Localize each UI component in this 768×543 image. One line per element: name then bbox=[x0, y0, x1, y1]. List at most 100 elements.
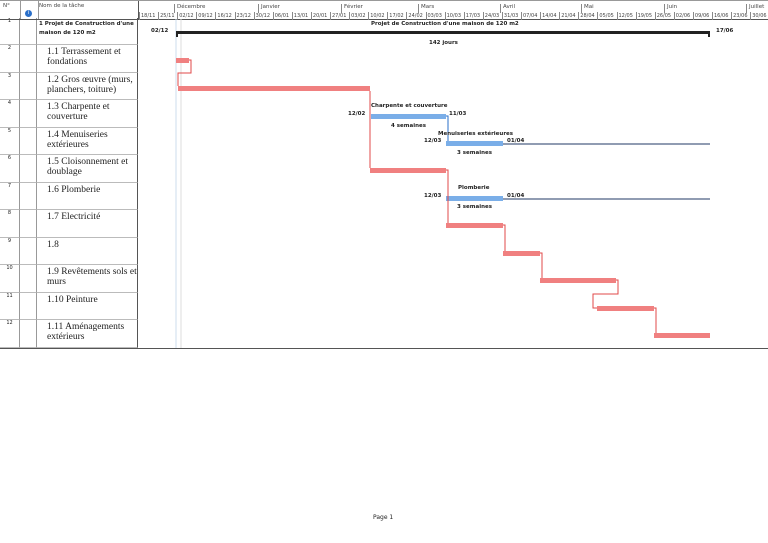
week-label: 23/06 bbox=[731, 12, 748, 20]
bar-task-10 bbox=[540, 278, 616, 283]
week-label: 09/12 bbox=[196, 12, 213, 20]
task-info-cell bbox=[20, 155, 37, 183]
task-number[interactable]: 3 bbox=[0, 73, 20, 100]
task-name[interactable]: 1.11 Aménagements extérieurs bbox=[37, 320, 138, 348]
task-name[interactable]: 1.1 Terrassement et fondations bbox=[37, 45, 138, 73]
bar-task-4 bbox=[371, 114, 446, 119]
summary-duration: 142 jours bbox=[429, 40, 458, 46]
task-number[interactable]: 10 bbox=[0, 265, 20, 293]
task-number[interactable]: 2 bbox=[0, 45, 20, 73]
bar-task-12 bbox=[654, 333, 710, 338]
task-info-cell bbox=[20, 73, 37, 100]
bar-task-11 bbox=[597, 306, 654, 311]
task-number[interactable]: 5 bbox=[0, 128, 20, 155]
week-label: 07/04 bbox=[521, 12, 538, 20]
week-label: 09/06 bbox=[692, 12, 710, 20]
task-name[interactable]: 1.8 bbox=[37, 238, 138, 265]
task-info-cell bbox=[20, 265, 37, 293]
task-number[interactable]: 4 bbox=[0, 100, 20, 128]
week-label: 02/12 bbox=[177, 12, 194, 20]
header-name: Nom de la tâche bbox=[39, 3, 85, 9]
task-links bbox=[446, 115, 449, 141]
plomberie-start: 12/03 bbox=[424, 193, 442, 199]
summary-title: Projet de Construction d'une maison de 1… bbox=[371, 21, 519, 27]
bar-task-5 bbox=[446, 141, 503, 146]
week-label: 30/12 bbox=[253, 12, 271, 20]
bar-task-2 bbox=[176, 58, 189, 63]
task-number[interactable]: 7 bbox=[0, 183, 20, 210]
charpente-start: 12/02 bbox=[348, 111, 366, 117]
summary-end-cap bbox=[708, 31, 710, 37]
week-label: 12/05 bbox=[616, 12, 633, 20]
task-name[interactable]: 1.4 Menuiseries extérieures bbox=[37, 128, 138, 155]
gantt-chart bbox=[175, 19, 710, 348]
task-name[interactable]: 1.9 Revêtements sols et murs bbox=[37, 265, 138, 293]
week-label: 17/02 bbox=[387, 12, 404, 20]
task-name[interactable]: 1 Projet de Construction d'une maison de… bbox=[37, 18, 138, 45]
week-label: 16/12 bbox=[215, 12, 232, 20]
week-label: 31/03 bbox=[501, 12, 519, 20]
charpente-duration: 4 semaines bbox=[391, 123, 426, 129]
summary-bar bbox=[176, 31, 710, 34]
task-name[interactable]: 1.2 Gros œuvre (murs, planchers, toiture… bbox=[37, 73, 138, 100]
critical-bars bbox=[176, 58, 710, 338]
month-label: Juin bbox=[664, 4, 677, 13]
summary-start: 02/12 bbox=[151, 28, 169, 34]
bar-task-9 bbox=[503, 251, 540, 256]
task-info-cell bbox=[20, 45, 37, 73]
header-info-cell: i bbox=[20, 1, 39, 19]
task-info-cell bbox=[20, 210, 37, 238]
task-info-cell bbox=[20, 320, 37, 348]
week-label: 30/06 bbox=[750, 12, 767, 20]
link-10-11 bbox=[592, 279, 619, 309]
week-label: 02/06 bbox=[673, 12, 691, 20]
task-number[interactable]: 9 bbox=[0, 238, 20, 265]
bar-task-7 bbox=[446, 196, 503, 201]
task-number[interactable]: 8 bbox=[0, 210, 20, 238]
task-number[interactable]: 1 bbox=[0, 18, 20, 45]
link-8-9 bbox=[503, 224, 506, 251]
table-bottom-border bbox=[0, 348, 768, 349]
month-label: Mars bbox=[418, 4, 434, 13]
task-name[interactable]: 1.5 Cloisonnement et doublage bbox=[37, 155, 138, 183]
task-name[interactable]: 1.10 Peinture bbox=[37, 293, 138, 320]
plomberie-duration: 3 semaines bbox=[457, 204, 492, 210]
bar-task-6 bbox=[370, 168, 446, 173]
week-label: 16/06 bbox=[712, 12, 729, 20]
week-label: 24/03 bbox=[482, 12, 500, 20]
link-11-12 bbox=[654, 307, 657, 333]
week-label: 21/04 bbox=[559, 12, 576, 20]
task-name[interactable]: 1.3 Charpente et couverture bbox=[37, 100, 138, 128]
info-icon: i bbox=[25, 10, 32, 17]
critical-links bbox=[177, 59, 657, 333]
week-label: 23/12 bbox=[234, 12, 251, 20]
task-number[interactable]: 12 bbox=[0, 320, 20, 348]
week-label: 17/03 bbox=[463, 12, 481, 20]
month-label: Février bbox=[341, 4, 363, 13]
charpente-end: 11/03 bbox=[449, 111, 467, 117]
bar-task-8 bbox=[446, 223, 503, 228]
task-info-cell bbox=[20, 128, 37, 155]
link-9-10 bbox=[540, 252, 543, 278]
task-number[interactable]: 11 bbox=[0, 293, 20, 320]
week-label: 05/05 bbox=[597, 12, 614, 20]
week-label: 10/02 bbox=[368, 12, 385, 20]
header-num: N° bbox=[3, 3, 10, 9]
week-label: 26/05 bbox=[654, 12, 672, 20]
plomberie-title: Plomberie bbox=[458, 185, 490, 191]
week-label: 27/01 bbox=[330, 12, 347, 20]
task-name[interactable]: 1.7 Electricité bbox=[37, 210, 138, 238]
summary-start-cap bbox=[176, 31, 178, 37]
week-label: 28/04 bbox=[578, 12, 595, 20]
week-label: 25/11 bbox=[158, 12, 175, 20]
week-label: 24/02 bbox=[406, 12, 423, 20]
week-label: 13/01 bbox=[291, 12, 309, 20]
month-label: Juillet bbox=[746, 4, 764, 13]
task-info-cell bbox=[20, 293, 37, 320]
task-number[interactable]: 6 bbox=[0, 155, 20, 183]
month-label: Décembre bbox=[174, 4, 205, 13]
week-label: 14/04 bbox=[540, 12, 557, 20]
link-4-5 bbox=[446, 115, 449, 141]
task-name[interactable]: 1.6 Plomberie bbox=[37, 183, 138, 210]
link-2-3 bbox=[177, 59, 192, 86]
